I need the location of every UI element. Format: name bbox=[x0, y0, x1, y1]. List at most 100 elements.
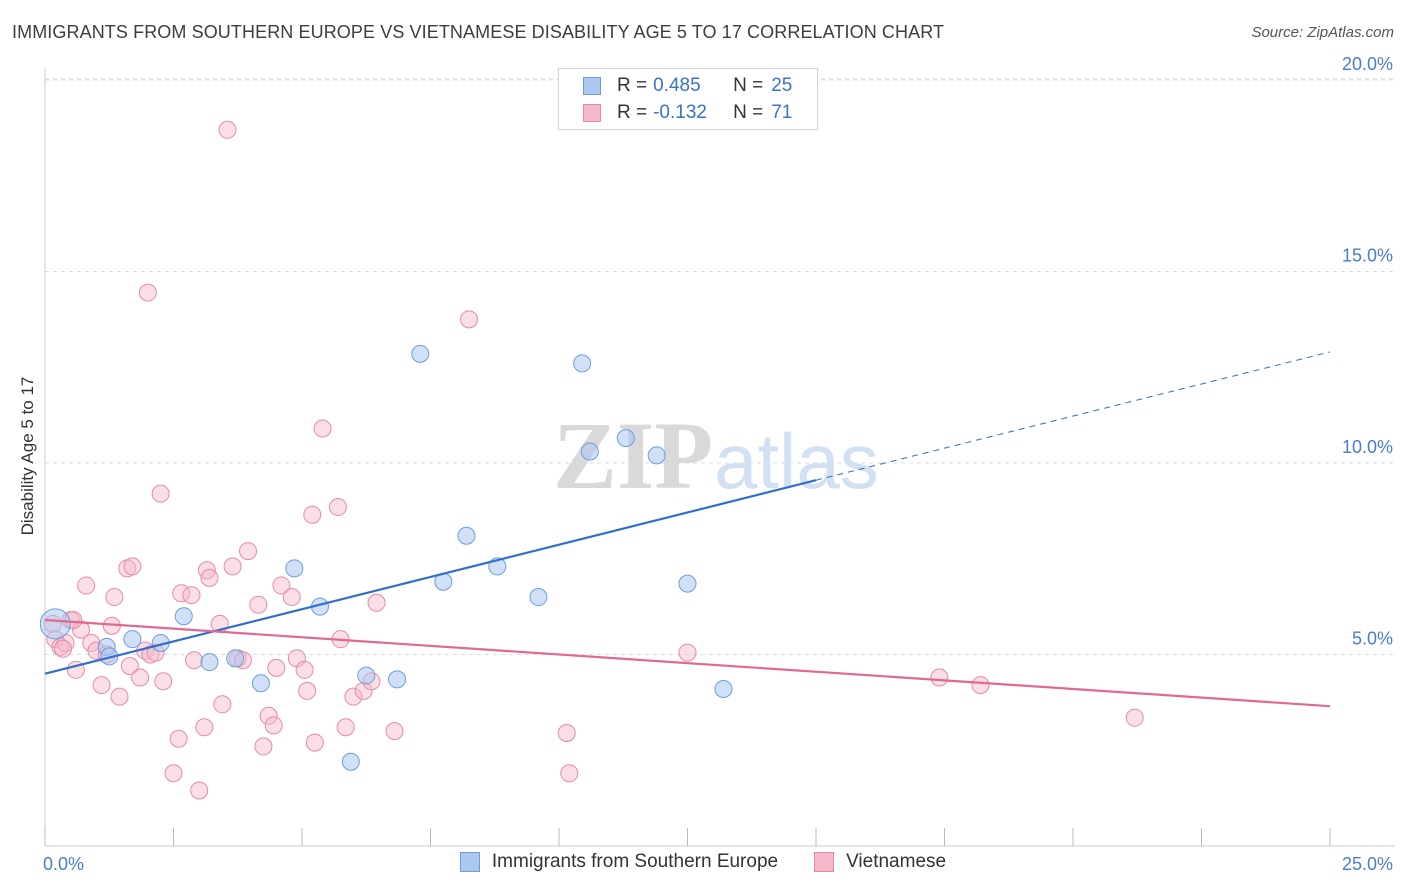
axis-layer bbox=[44, 68, 1395, 847]
series-2-swatch bbox=[583, 104, 601, 122]
southern-europe-point bbox=[251, 674, 270, 693]
southern-europe-point bbox=[457, 526, 476, 545]
vietnamese-point bbox=[71, 620, 90, 639]
legend-label: Vietnamese bbox=[846, 851, 947, 872]
vietnamese-point bbox=[267, 658, 286, 677]
vietnamese-point bbox=[213, 695, 232, 714]
vietnamese-point bbox=[218, 120, 237, 139]
vietnamese-point bbox=[169, 729, 188, 748]
legend-item-vietnamese[interactable]: Vietnamese bbox=[814, 851, 946, 873]
southern-europe-point bbox=[226, 649, 245, 668]
vietnamese-point bbox=[313, 419, 332, 438]
vietnamese-point bbox=[254, 737, 273, 756]
vietnamese-point bbox=[460, 310, 479, 329]
vietnamese-point bbox=[557, 724, 576, 743]
watermark-zip: ZIP bbox=[553, 402, 713, 509]
n-value: 25 bbox=[771, 75, 793, 96]
n-value: 71 bbox=[771, 102, 793, 123]
vietnamese-point bbox=[92, 676, 111, 695]
vietnamese-point bbox=[154, 672, 173, 691]
grid-layer bbox=[45, 78, 1395, 655]
vietnamese-point bbox=[195, 718, 214, 737]
vietnamese-point bbox=[138, 283, 157, 302]
watermark: ZIP atlas bbox=[553, 402, 879, 509]
r-label: R = bbox=[617, 102, 648, 123]
legend-swatch-southern-europe bbox=[459, 852, 480, 872]
y-tick-label: 20.0% bbox=[1342, 54, 1393, 74]
vietnamese-point bbox=[53, 639, 72, 658]
vietnamese-point bbox=[223, 557, 242, 576]
vietnamese-point bbox=[123, 557, 142, 576]
stats-row-series-1: R = 0.485 N = 25 bbox=[583, 73, 792, 99]
r-label: R = bbox=[617, 75, 648, 96]
southern-europe-point bbox=[678, 574, 697, 593]
southern-europe-point bbox=[580, 442, 599, 461]
vietnamese-point bbox=[110, 687, 129, 706]
southern-europe-trend-extension bbox=[815, 351, 1331, 481]
n-label: N = bbox=[733, 75, 764, 96]
southern-europe-point bbox=[714, 679, 733, 698]
y-tick-label: 5.0% bbox=[1352, 629, 1393, 649]
points-layer bbox=[39, 120, 1144, 800]
r-value: 0.485 bbox=[653, 75, 701, 96]
vietnamese-point bbox=[239, 542, 258, 561]
watermark-atlas: atlas bbox=[714, 417, 879, 505]
trend-layer bbox=[44, 351, 1331, 708]
vietnamese-point bbox=[344, 687, 363, 706]
vietnamese-trend-line bbox=[44, 618, 1331, 708]
x-tick-label-max: 25.0% bbox=[1342, 854, 1393, 874]
southern-europe-trend-line bbox=[44, 479, 817, 675]
vietnamese-point bbox=[678, 643, 697, 662]
vietnamese-point bbox=[151, 484, 170, 503]
vietnamese-point bbox=[305, 733, 324, 752]
vietnamese-point bbox=[385, 722, 404, 741]
vietnamese-point bbox=[560, 764, 579, 783]
vietnamese-point bbox=[200, 568, 219, 587]
vietnamese-point bbox=[930, 668, 949, 687]
southern-europe-point bbox=[388, 670, 407, 689]
vietnamese-point bbox=[77, 576, 96, 595]
vietnamese-point bbox=[272, 576, 291, 595]
legend-swatch-vietnamese bbox=[814, 852, 835, 872]
vietnamese-point bbox=[182, 586, 201, 605]
southern-europe-point bbox=[647, 446, 666, 465]
vietnamese-point bbox=[367, 593, 386, 612]
chart-title: IMMIGRANTS FROM SOUTHERN EUROPE VS VIETN… bbox=[12, 22, 945, 42]
vietnamese-point bbox=[336, 718, 355, 737]
legend-item-southern-europe[interactable]: Immigrants from Southern Europe bbox=[459, 851, 779, 873]
r-value: -0.132 bbox=[653, 102, 707, 123]
vietnamese-point bbox=[190, 781, 209, 800]
chart-source: Source: ZipAtlas.com bbox=[1251, 24, 1394, 41]
y-tick-label: 10.0% bbox=[1342, 437, 1393, 457]
vietnamese-point bbox=[120, 656, 139, 675]
southern-europe-point bbox=[341, 752, 360, 771]
vietnamese-point bbox=[295, 660, 314, 679]
southern-europe-point bbox=[39, 608, 71, 640]
legend: Immigrants from Southern Europe Vietname… bbox=[0, 851, 1406, 873]
vietnamese-point bbox=[259, 706, 278, 725]
southern-europe-point bbox=[616, 429, 635, 448]
vietnamese-point bbox=[105, 588, 124, 607]
southern-europe-point bbox=[357, 666, 376, 685]
southern-europe-point bbox=[174, 607, 193, 626]
vietnamese-point bbox=[1125, 708, 1144, 727]
stats-box: R = 0.485 N = 25 R = -0.132 N = 71 bbox=[558, 68, 818, 130]
southern-europe-point bbox=[573, 354, 592, 373]
vietnamese-point bbox=[131, 668, 150, 687]
y-tick-label: 15.0% bbox=[1342, 246, 1393, 266]
vietnamese-point bbox=[249, 595, 268, 614]
southern-europe-point bbox=[200, 653, 219, 672]
southern-europe-point bbox=[529, 588, 548, 607]
stats-row-series-2: R = -0.132 N = 71 bbox=[583, 100, 792, 126]
tick-label-layer: 5.0% 10.0% 15.0% 20.0% 0.0% 25.0% bbox=[43, 54, 1393, 874]
southern-europe-point bbox=[411, 344, 430, 363]
x-tick-label-min: 0.0% bbox=[43, 854, 84, 874]
southern-europe-point bbox=[285, 559, 304, 578]
southern-europe-point bbox=[123, 630, 142, 649]
vietnamese-point bbox=[328, 498, 347, 517]
legend-label: Immigrants from Southern Europe bbox=[491, 851, 779, 872]
series-1-swatch bbox=[583, 77, 601, 95]
n-label: N = bbox=[733, 102, 764, 123]
vietnamese-point bbox=[164, 764, 183, 783]
